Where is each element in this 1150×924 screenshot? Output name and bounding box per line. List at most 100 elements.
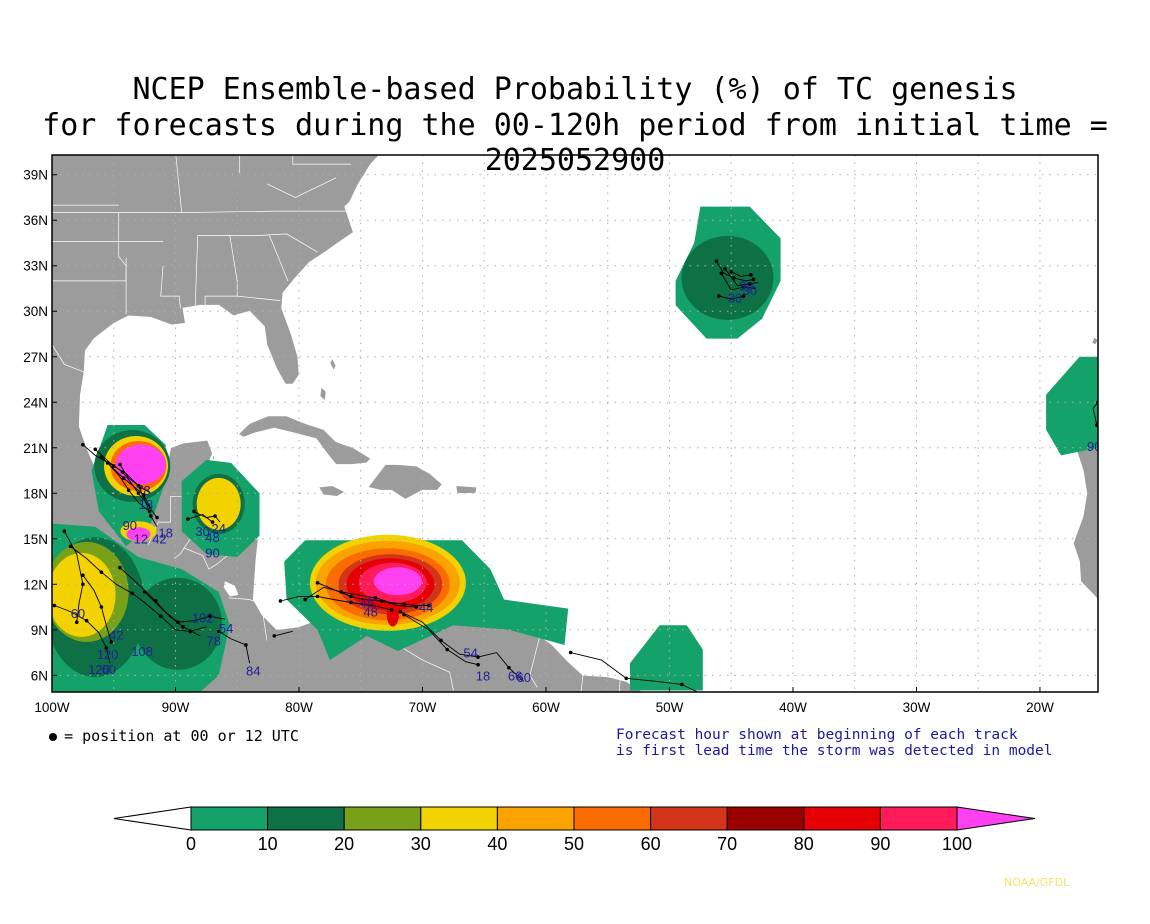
track-position-dot [719,271,724,276]
colorbar-under-arrow [113,806,192,831]
track-hour-label: 78 [207,633,221,648]
track-hour-label: 54 [463,646,477,661]
lat-label: 15N [23,532,48,547]
track-position-dot [741,294,746,298]
track-hour-label: 12 [134,532,148,547]
puerto-rico [455,485,478,494]
colorbar-label: 90 [870,834,890,854]
track-position-dot [402,602,406,606]
colorbar-over-arrow [956,806,1036,831]
colorbar-label: 30 [411,834,431,854]
prob-10-east-atlantic [1046,356,1098,456]
boundary-line [580,675,584,692]
storm-track [274,630,293,637]
prob-40-honduras [196,477,241,530]
lake-nicaragua [223,581,239,597]
colorbar-swatch [650,806,728,831]
boundary-line [52,344,88,374]
boundary-line [160,265,181,309]
boundary-line [269,235,289,282]
lon-label: 30W [903,700,931,715]
track-hour-label: 120 [97,647,119,662]
prob-100-tehuantepec [126,527,151,542]
track-position-dot [749,273,753,277]
dot-legend-label: = position at 00 or 12 UTC [64,727,299,745]
bahamas-andros [319,386,327,402]
boundary-line [237,295,281,301]
storm-track [724,268,759,286]
track-position-dot [379,599,384,603]
forecast-note: Forecast hour shown at beginning of each… [616,727,1053,759]
storm-track [187,514,213,523]
track-position-dot [272,634,277,638]
track-position-dot [402,612,406,617]
track-hour-label: 42 [152,532,166,547]
colorbar-swatch [573,806,652,831]
storm-track [317,582,417,608]
title-line-1: NCEP Ensemble-based Probability (%) of T… [132,72,1018,107]
track-position-dot [158,614,163,618]
lat-label: 27N [23,350,48,365]
track-position-dot [181,624,185,629]
storm-track [193,511,221,523]
track-position-dot [99,605,104,609]
lat-label: 30N [23,304,48,319]
colorbar-swatch [343,806,422,831]
lat-label: 6N [31,668,48,683]
track-position-dot [130,591,135,596]
storm-track [718,295,744,300]
lon-label: 40W [779,700,807,715]
track-position-dot [81,573,85,577]
track-position-dot [278,599,283,603]
prob-100-campeche [115,444,166,485]
latitude-labels: 39N 36N 33N 30N 27N 24N 21N 18N 15N 12N 9N 6N [23,168,57,683]
track-position-dot [68,544,73,549]
track-position-dot [62,529,67,534]
title-line-2: for forecasts during the 00-120h period … [42,108,1108,178]
track-position-dot [723,266,727,271]
track-position-dot [104,646,109,650]
probability-colorbar: 0 10 20 30 40 50 60 70 80 90 100 [113,806,1036,854]
cuba [237,415,372,465]
colorbar-swatch [879,806,958,831]
track-position-dot [389,608,394,612]
storm-track [70,546,207,632]
track-position-dot [751,277,756,282]
colorbar-label: 10 [258,834,278,854]
track-position-dot [1094,423,1098,427]
track-position-dot [141,492,146,497]
boundary-line [262,616,268,641]
track-position-dot [373,596,378,600]
lon-label: 80W [285,700,313,715]
lon-label: 90W [162,700,190,715]
forecast-note-line-1: Forecast hour shown at beginning of each… [616,727,1018,743]
storm-track [94,448,158,518]
lat-label: 36N [23,213,48,228]
track-position-dot [680,682,684,687]
map-frame [51,154,1099,693]
lat-label: 24N [23,395,48,410]
colorbar-label: 70 [717,834,737,854]
track-position-dot [303,597,307,602]
storm-track [54,605,111,664]
boundary-line [266,177,337,198]
track-position-dot [81,442,85,447]
track-position-dot [81,582,85,587]
track-position-dot [244,643,248,647]
track-position-dot [121,476,126,480]
lat-label: 9N [31,623,48,638]
track-position-dot [741,285,746,289]
track-hour-label: 44 [419,600,433,615]
track-hour-label: 120 [88,662,110,677]
track-position-dot [414,605,419,609]
track-position-dot [729,270,734,274]
track-hour-label: 54 [219,621,233,636]
lon-label: 50W [656,700,684,715]
colorbar-swatch [726,806,805,831]
colorbar-label: 50 [564,834,584,854]
track-position-dot [507,665,511,670]
prob-100-caribbean [373,567,422,596]
storm-track [218,630,251,664]
track-position-dot [568,650,573,655]
